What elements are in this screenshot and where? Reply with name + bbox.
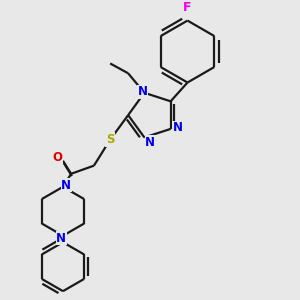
Text: F: F [183, 1, 192, 14]
Text: N: N [56, 232, 66, 245]
Text: N: N [61, 179, 71, 192]
Text: S: S [106, 133, 115, 146]
Text: O: O [52, 151, 62, 164]
Text: N: N [173, 122, 183, 134]
Text: N: N [138, 85, 148, 98]
Text: N: N [145, 136, 155, 149]
